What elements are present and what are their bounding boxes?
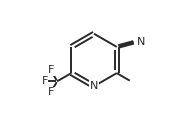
Text: N: N — [137, 37, 145, 47]
Text: N: N — [90, 81, 98, 91]
Text: F: F — [42, 76, 48, 86]
Text: F: F — [48, 65, 54, 75]
Text: F: F — [48, 87, 54, 97]
